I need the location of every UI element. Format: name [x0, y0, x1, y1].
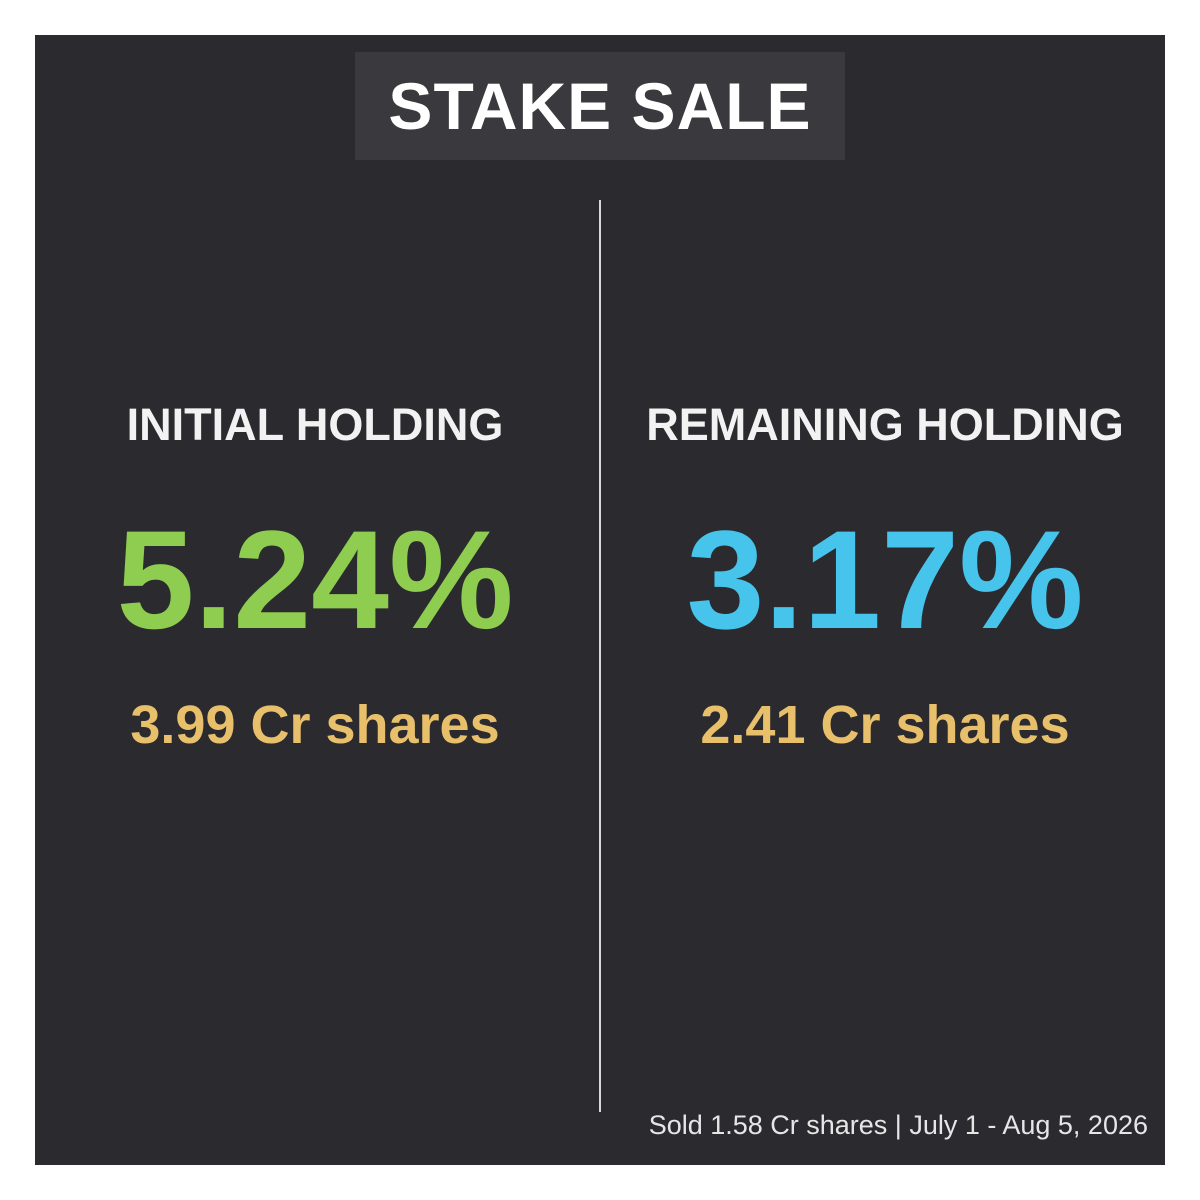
- shares: 3.99 Cr shares: [130, 695, 500, 755]
- title: STAKE SALE: [388, 69, 812, 143]
- shares: 2.41 Cr shares: [700, 695, 1070, 755]
- percent: 5.24%: [116, 501, 514, 658]
- divider: [599, 200, 601, 1112]
- panel: INITIAL HOLDING 5.24% 3.99 Cr shares: [35, 385, 595, 765]
- panel: REMAINING HOLDING 3.17% 2.41 Cr shares: [605, 385, 1165, 765]
- footer: Sold 1.58 Cr shares | July 1 - Aug 5, 20…: [648, 1110, 1148, 1140]
- card: STAKE SALE INITIAL HOLDING 5.24% 3.99 Cr…: [35, 35, 1165, 1165]
- percent: 3.17%: [686, 501, 1084, 658]
- panel-label: REMAINING HOLDING: [646, 399, 1124, 450]
- title-box: STAKE SALE: [355, 52, 845, 160]
- panel-label: INITIAL HOLDING: [126, 399, 504, 450]
